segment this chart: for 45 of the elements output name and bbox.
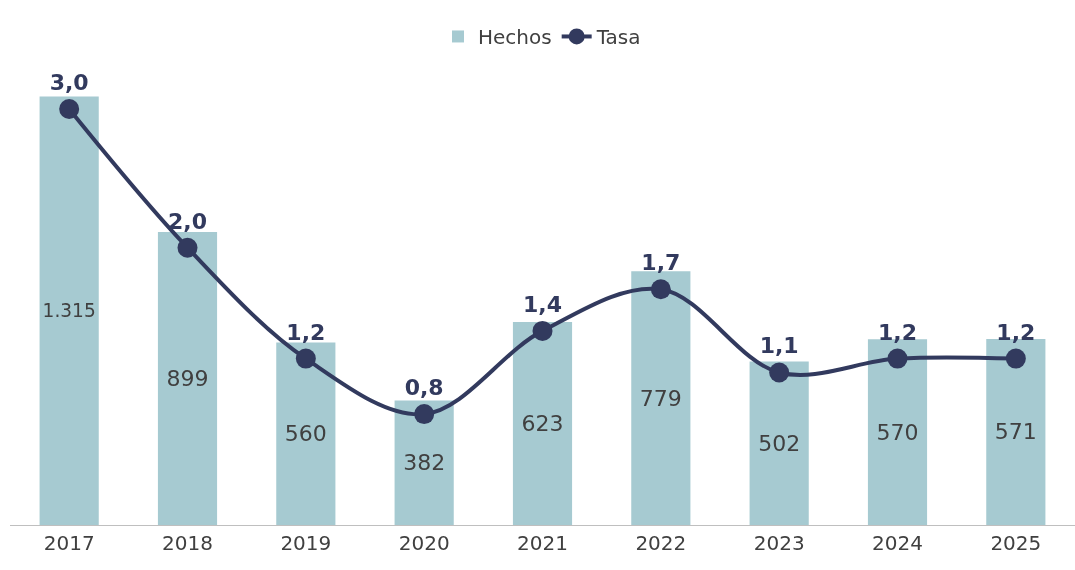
- bar: [394, 400, 454, 525]
- x-tick-label: 2021: [517, 531, 568, 555]
- x-tick-label: 2018: [162, 531, 213, 555]
- point: [769, 362, 790, 383]
- point: [1005, 348, 1026, 369]
- point: [532, 320, 553, 341]
- data-label: 0,8: [404, 375, 444, 401]
- x-tick-label: 2017: [43, 531, 95, 555]
- data-label: 560: [284, 421, 327, 447]
- x-tick-label: 2022: [635, 531, 687, 555]
- data-label: 1.315: [42, 300, 96, 322]
- bar: [512, 322, 573, 525]
- bar: [39, 96, 99, 525]
- point: [887, 348, 908, 369]
- bar: [157, 232, 218, 525]
- bar: [276, 342, 336, 525]
- x-tick-label: 2020: [398, 531, 450, 555]
- data-label: 1,2: [286, 319, 326, 345]
- data-label: 779: [639, 385, 682, 411]
- data-label: 623: [521, 411, 564, 437]
- data-label: 502: [758, 430, 801, 456]
- bar: [631, 271, 691, 525]
- data-label: 382: [403, 450, 446, 476]
- x-tick-label: 2024: [872, 531, 923, 555]
- bar: [749, 361, 809, 525]
- data-label: 1,4: [523, 291, 562, 317]
- data-label: 899: [166, 366, 209, 392]
- legend-label: Hechos: [478, 25, 552, 50]
- data-label: 1,7: [641, 250, 681, 276]
- x-tick-label: 2025: [990, 531, 1042, 555]
- point: [177, 237, 198, 258]
- point: [414, 404, 435, 425]
- x-tick-label: 2023: [753, 531, 805, 555]
- data-label: 1,1: [759, 333, 799, 359]
- data-label: 571: [994, 419, 1037, 445]
- point: [295, 348, 316, 369]
- data-label: 1,2: [878, 319, 917, 345]
- data-label: 1,2: [996, 319, 1036, 345]
- data-label: 570: [876, 419, 919, 445]
- x-tick-label: 2019: [280, 531, 332, 555]
- point: [650, 279, 671, 300]
- point: [59, 99, 80, 120]
- data-label: 3,0: [49, 70, 89, 96]
- data-label: 2,0: [168, 208, 207, 234]
- legend-label: Tasa: [595, 25, 641, 50]
